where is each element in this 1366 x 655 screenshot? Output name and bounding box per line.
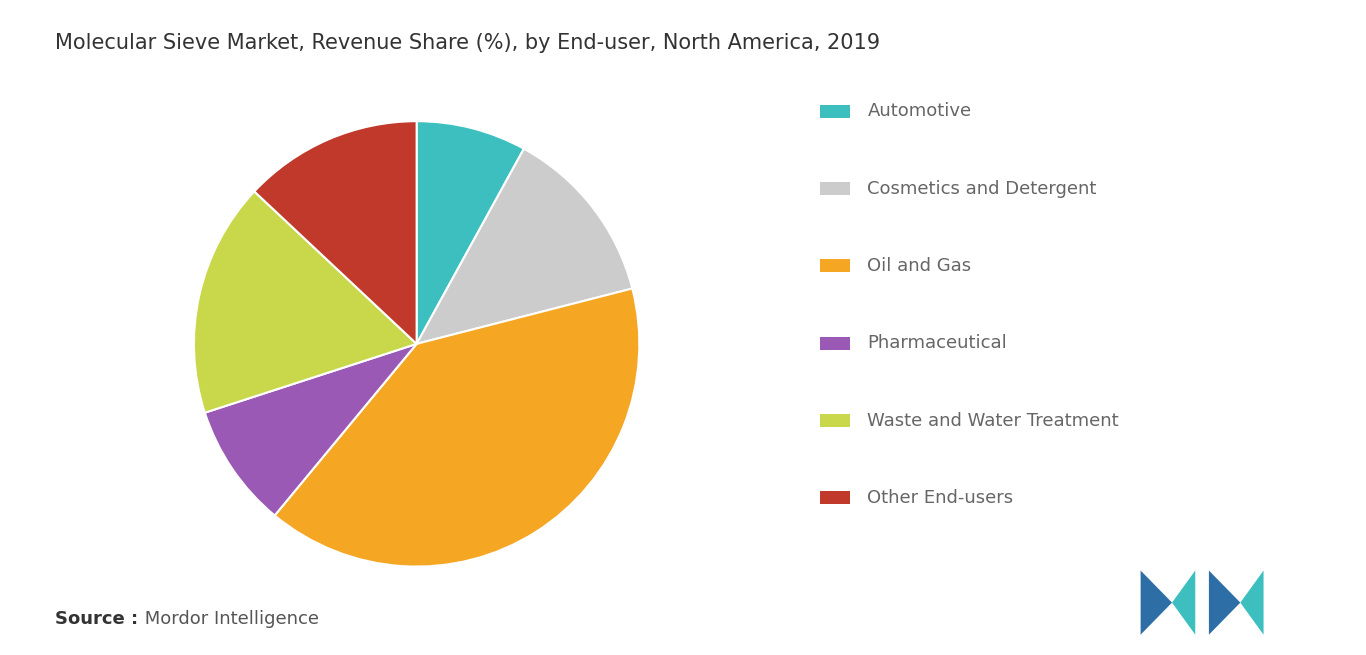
Polygon shape [1209, 571, 1240, 635]
Text: Oil and Gas: Oil and Gas [867, 257, 971, 275]
Wedge shape [254, 121, 417, 344]
Text: Waste and Water Treatment: Waste and Water Treatment [867, 411, 1119, 430]
Text: Other End-users: Other End-users [867, 489, 1014, 507]
Wedge shape [205, 344, 417, 515]
Polygon shape [1240, 571, 1264, 635]
Text: Molecular Sieve Market, Revenue Share (%), by End-user, North America, 2019: Molecular Sieve Market, Revenue Share (%… [55, 33, 880, 53]
Polygon shape [1172, 571, 1195, 635]
Wedge shape [417, 121, 525, 344]
Text: Pharmaceutical: Pharmaceutical [867, 334, 1007, 352]
Wedge shape [275, 288, 639, 567]
Text: Mordor Intelligence: Mordor Intelligence [139, 610, 320, 628]
Text: Cosmetics and Detergent: Cosmetics and Detergent [867, 179, 1097, 198]
Text: Source :: Source : [55, 610, 138, 628]
Wedge shape [417, 149, 632, 344]
Text: Automotive: Automotive [867, 102, 971, 121]
Wedge shape [194, 191, 417, 413]
Polygon shape [1141, 571, 1172, 635]
